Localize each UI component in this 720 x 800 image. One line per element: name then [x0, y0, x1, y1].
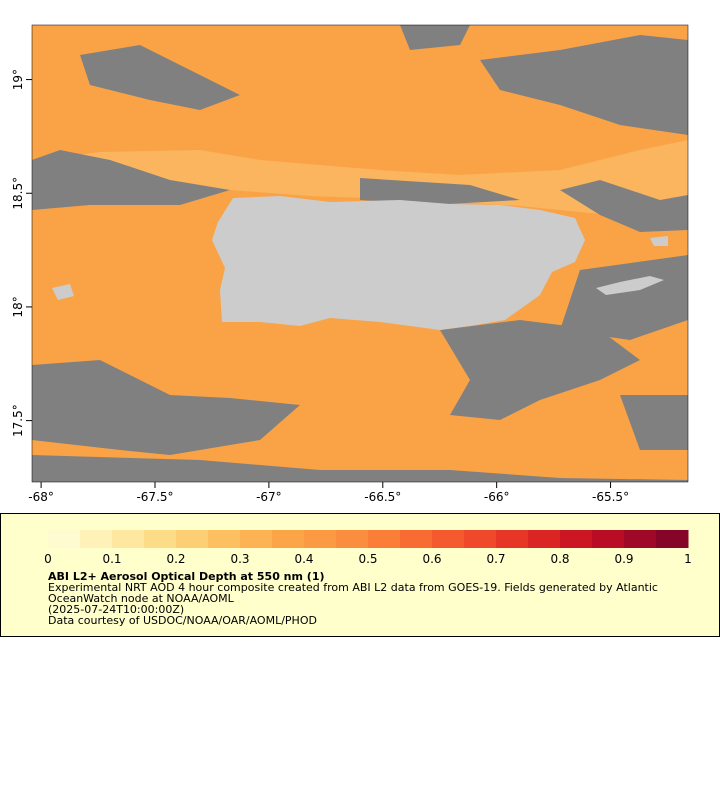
colorbar-step — [464, 530, 497, 548]
colorbar-tick-label: 1 — [684, 552, 692, 566]
colorbar-step — [400, 530, 433, 548]
colorbar-step — [432, 530, 465, 548]
x-tick-label: -66.5° — [364, 490, 401, 504]
colorbar-tick-label: 0.6 — [422, 552, 441, 566]
colorbar-tick-label: 0 — [44, 552, 52, 566]
y-tick-label: 18.5° — [11, 177, 25, 210]
y-tick-label: 17.5° — [11, 404, 25, 437]
colorbar-step — [208, 530, 241, 548]
colorbar-tick-label: 0.4 — [294, 552, 313, 566]
colorbar-step — [624, 530, 657, 548]
caption-line: Experimental NRT AOD 4 hour composite cr… — [48, 581, 658, 594]
colorbar-step — [368, 530, 401, 548]
y-tick-label: 19° — [11, 69, 25, 90]
colorbar-tick-label: 0.1 — [102, 552, 121, 566]
x-tick-label: -65.5° — [592, 490, 629, 504]
colorbar-step — [80, 530, 113, 548]
axes: -68° -67.5° -67° -66.5° -66° -65.5° 19° 18.5° 18… — [11, 69, 629, 504]
caption: Experimental NRT AOD 4 hour composite cr… — [48, 581, 658, 627]
map — [31, 24, 689, 483]
colorbar-step — [144, 530, 177, 548]
colorbar-step — [240, 530, 273, 548]
colorbar-step — [48, 530, 81, 548]
x-tick-label: -67.5° — [136, 490, 173, 504]
no-data — [32, 25, 688, 482]
colorbar-step — [336, 530, 369, 548]
colorbar-tick-label: 0.9 — [614, 552, 633, 566]
caption-line: OceanWatch node at NOAA/AOML — [48, 592, 235, 605]
colorbar-step — [176, 530, 209, 548]
land — [212, 196, 585, 330]
map-frame — [31, 24, 689, 483]
x-tick-label: -67° — [256, 490, 282, 504]
colorbar-tick-label: 0.3 — [230, 552, 249, 566]
colorbar-step — [592, 530, 625, 548]
colorbar-tick-label: 0.2 — [166, 552, 185, 566]
colorbar-step — [656, 530, 689, 548]
colorbar-step — [112, 530, 145, 548]
colorbar-tick-label: 0.7 — [486, 552, 505, 566]
colorbar-step — [560, 530, 593, 548]
colorbar-step — [304, 530, 337, 548]
y-tick-label: 18° — [11, 296, 25, 317]
caption-line: Data courtesy of USDOC/NOAA/OAR/AOML/PHO… — [48, 614, 317, 627]
colorbar: 0 0.1 0.2 0.3 0.4 0.5 0.6 0.7 0.8 0.9 1 — [44, 530, 692, 566]
x-tick-label: -68° — [28, 490, 54, 504]
colorbar-tick-label: 0.8 — [550, 552, 569, 566]
colorbar-tick-label: 0.5 — [358, 552, 377, 566]
land — [52, 236, 668, 300]
x-tick-label: -66° — [484, 490, 510, 504]
colorbar-step — [528, 530, 561, 548]
caption-title: ABI L2+ Aerosol Optical Depth at 550 nm … — [48, 570, 325, 583]
colorbar-step — [272, 530, 305, 548]
colorbar-step — [496, 530, 529, 548]
caption-line: (2025-07-24T10:00:00Z) — [48, 603, 184, 616]
